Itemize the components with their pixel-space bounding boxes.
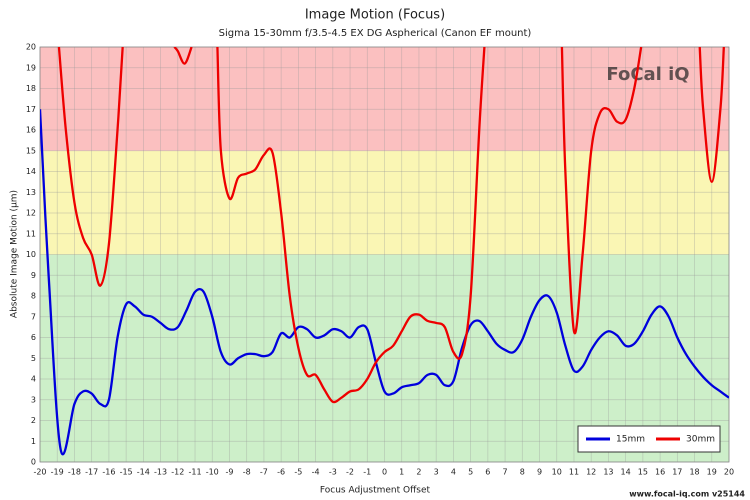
x-tick-label: 9 xyxy=(537,468,542,477)
x-tick-label: -20 xyxy=(33,468,46,477)
y-tick-label: 20 xyxy=(26,43,36,52)
series-line xyxy=(57,47,124,287)
y-tick-label: 2 xyxy=(31,416,36,425)
x-tick-label: -7 xyxy=(260,468,268,477)
x-tick-label: 7 xyxy=(503,468,508,477)
x-tick-label: -6 xyxy=(277,468,285,477)
zone xyxy=(40,150,729,255)
x-tick-label: 16 xyxy=(655,468,665,477)
x-tick-label: -5 xyxy=(294,468,302,477)
x-tick-label: -2 xyxy=(346,468,354,477)
y-axis-label: Absolute Image Motion (µm) xyxy=(10,190,20,318)
x-tick-label: -14 xyxy=(137,468,150,477)
series-line xyxy=(216,47,486,404)
y-tick-label: 15 xyxy=(26,146,36,155)
x-tick-label: 11 xyxy=(569,468,579,477)
legend-label: 30mm xyxy=(686,435,715,445)
y-tick-label: 14 xyxy=(26,167,36,176)
x-tick-label: -19 xyxy=(51,468,64,477)
x-tick-label: 12 xyxy=(586,468,596,477)
x-tick-label: 4 xyxy=(451,468,456,477)
y-tick-label: 6 xyxy=(31,333,36,342)
y-tick-label: 9 xyxy=(31,271,36,280)
x-tick-label: 6 xyxy=(485,468,490,477)
x-tick-label: 14 xyxy=(621,468,631,477)
x-tick-label: -16 xyxy=(102,468,115,477)
x-tick-label: 20 xyxy=(724,468,734,477)
x-tick-label: -12 xyxy=(171,468,184,477)
plot-frame xyxy=(39,46,730,463)
series-line xyxy=(698,47,725,184)
y-tick-label: 7 xyxy=(31,312,36,321)
footer: www.focal-iq.com v25144 xyxy=(629,490,745,499)
x-tick-label: 13 xyxy=(603,468,613,477)
x-tick-label: -8 xyxy=(243,468,251,477)
y-tick-label: 4 xyxy=(31,375,36,384)
x-tick-label: -3 xyxy=(329,468,337,477)
y-tick-label: 3 xyxy=(31,395,36,404)
y-tick-label: 10 xyxy=(26,250,36,259)
x-tick-label: 0 xyxy=(382,468,387,477)
x-tick-label: 10 xyxy=(552,468,562,477)
chart-title: Image Motion (Focus) xyxy=(305,8,445,23)
y-tick-label: 0 xyxy=(31,458,36,467)
x-tick-label: -17 xyxy=(85,468,98,477)
x-tick-label: 1 xyxy=(399,468,404,477)
y-tick-label: 8 xyxy=(31,292,36,301)
y-tick-label: 18 xyxy=(26,84,36,93)
x-tick-label: -1 xyxy=(363,468,371,477)
y-tick-label: 11 xyxy=(26,229,36,238)
chart-subtitle: Sigma 15-30mm f/3.5-4.5 EX DG Aspherical… xyxy=(219,28,532,39)
x-tick-label: 8 xyxy=(520,468,525,477)
series-line xyxy=(173,47,193,65)
x-tick-label: 3 xyxy=(434,468,439,477)
legend-label: 15mm xyxy=(616,435,645,445)
watermark: FoCal iQ xyxy=(606,64,689,85)
series-line xyxy=(560,47,643,335)
x-axis-label: Focus Adjustment Offset xyxy=(320,486,431,496)
x-tick-label: 15 xyxy=(638,468,648,477)
x-tick-label: 5 xyxy=(468,468,473,477)
y-tick-label: 19 xyxy=(26,63,36,72)
x-tick-label: 2 xyxy=(416,468,421,477)
x-tick-label: -11 xyxy=(188,468,201,477)
x-tick-label: 19 xyxy=(707,468,717,477)
x-tick-label: 18 xyxy=(689,468,699,477)
zone xyxy=(40,47,729,151)
x-tick-label: -13 xyxy=(154,468,167,477)
y-tick-label: 12 xyxy=(26,209,36,218)
y-tick-label: 1 xyxy=(31,437,36,446)
x-tick-label: -10 xyxy=(206,468,219,477)
x-tick-label: -15 xyxy=(120,468,133,477)
x-tick-label: -4 xyxy=(312,468,320,477)
x-tick-label: -9 xyxy=(225,468,233,477)
x-tick-label: -18 xyxy=(68,468,81,477)
y-tick-label: 17 xyxy=(26,105,36,114)
y-tick-label: 16 xyxy=(26,126,36,135)
y-tick-label: 5 xyxy=(31,354,36,363)
series-line xyxy=(40,109,729,456)
x-tick-label: 17 xyxy=(672,468,682,477)
y-tick-label: 13 xyxy=(26,188,36,197)
